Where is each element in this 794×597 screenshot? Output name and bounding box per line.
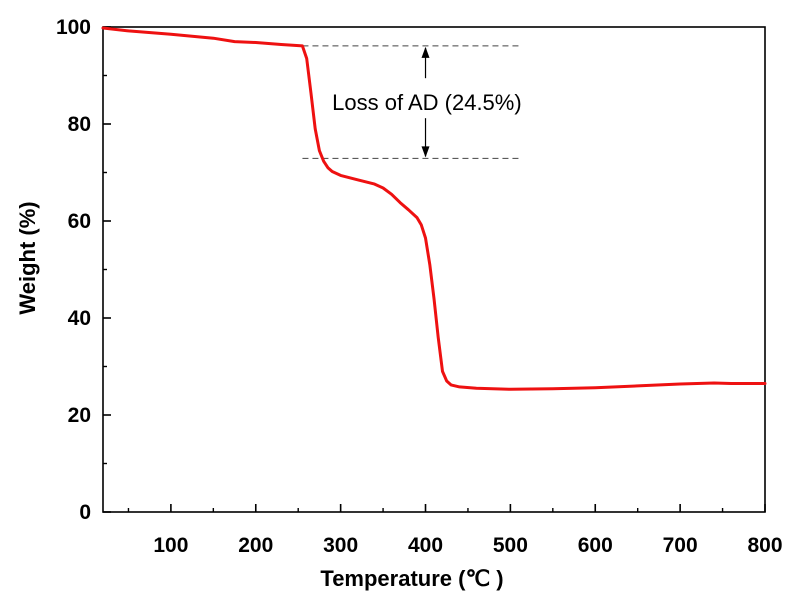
arrow-head-up <box>421 46 430 58</box>
x-tick-label: 400 <box>408 534 443 557</box>
series-line-0 <box>101 26 767 391</box>
y-tick-label: 100 <box>56 16 91 39</box>
arrow-head-down <box>421 146 430 158</box>
x-tick-label: 500 <box>493 534 528 557</box>
y-tick-label: 0 <box>79 501 91 524</box>
x-tick-label: 600 <box>578 534 613 557</box>
x-tick-label: 300 <box>323 534 358 557</box>
y-axis-tick-labels: 0 20 40 60 80 100 <box>56 16 91 524</box>
annotation-label: Loss of AD (24.5%) <box>332 90 522 115</box>
x-axis-ticks <box>127 504 766 512</box>
x-tick-label: 200 <box>238 534 273 557</box>
series-group <box>101 26 767 391</box>
y-tick-label: 40 <box>68 307 91 330</box>
x-tick-label: 800 <box>747 534 782 557</box>
x-axis-tick-labels: 100 200 300 400 500 600 700 800 <box>153 534 782 557</box>
y-axis-title: Weight (%) <box>15 201 40 314</box>
y-axis-ticks <box>103 26 111 513</box>
mass-loss-annotation: Loss of AD (24.5%) <box>302 45 522 159</box>
x-tick-label: 100 <box>153 534 188 557</box>
y-tick-label: 60 <box>68 210 91 233</box>
x-tick-label: 700 <box>663 534 698 557</box>
y-tick-label: 80 <box>68 113 91 136</box>
y-tick-label: 20 <box>68 404 91 427</box>
x-axis-title: Temperature (℃ ) <box>320 566 503 591</box>
